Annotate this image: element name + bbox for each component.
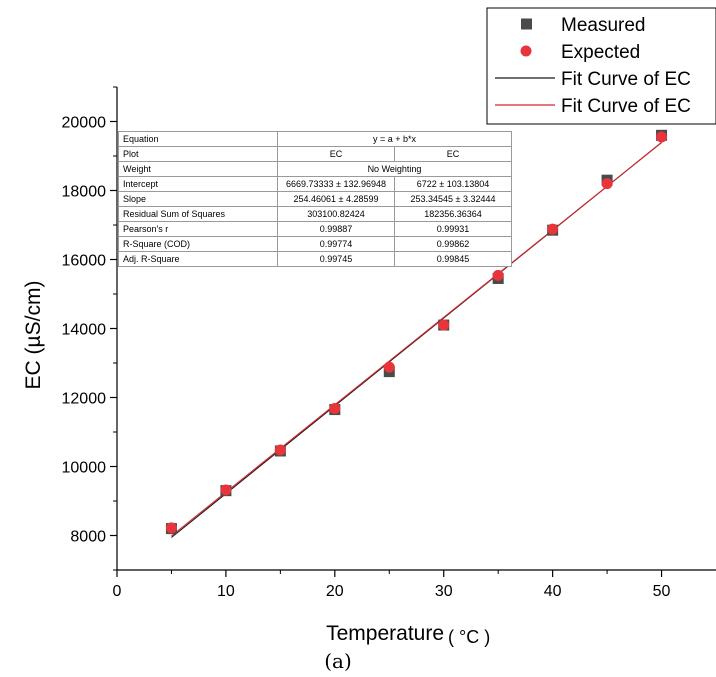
x-tick-label: 10 [217,583,235,600]
y-tick-label: 12000 [62,391,107,408]
stats-value: 6669.73333 ± 132.96948 [277,176,395,192]
fit-lines [171,142,662,538]
expected-point [438,319,450,331]
fit-line-2 [171,142,662,537]
stats-value: 303100.82424 [277,206,395,222]
legend-marker-expected [520,45,532,57]
stats-value: EC [394,146,512,162]
data-points [165,129,668,535]
legend-label: Measured [561,15,646,36]
stats-value: 0.99774 [277,236,395,252]
legend-marker-measured [521,18,532,30]
y-tick-label: 20000 [62,115,107,132]
stats-value: 254.46061 ± 4.28599 [277,191,395,207]
expected-point [656,131,668,143]
stats-row-label: Equation [118,131,278,147]
expected-point [547,223,559,235]
stats-value: 0.99862 [394,236,512,252]
y-tick-label: 14000 [62,322,107,339]
y-tick-label: 10000 [62,460,107,477]
stats-span-value: No Weighting [277,161,512,177]
stats-row-label: Residual Sum of Squares [118,206,278,222]
stats-row: Weight No Weighting [118,161,512,177]
stats-value: 253.34545 ± 3.32444 [394,191,512,207]
stats-value: 0.99845 [394,251,512,267]
stats-row: Pearson's r 0.99887 0.99931 [118,221,512,237]
x-tick-label: 20 [326,583,344,600]
axes: 0 10 20 30 40 50 8000 10000 12000 14000 16000 18000… [62,86,716,600]
stats-row: Plot EC EC [118,146,512,162]
stats-row-label: Adj. R-Square [118,251,278,267]
legend-label: Fit Curve of EC [561,69,691,90]
legend: Measured Expected Fit Curve of EC Fit Curve… [486,7,716,125]
y-tick-label: 8000 [70,529,106,546]
expected-point [220,484,232,496]
stats-row: Intercept 6669.73333 ± 132.96948 6722 ± 10… [118,176,512,192]
expected-point [165,522,177,534]
stats-value: 182356.36364 [394,206,512,222]
stats-row-label: Plot [118,146,278,162]
x-tick-label: 30 [435,583,453,600]
stats-row-label: Slope [118,191,278,207]
x-tick-label: 0 [113,583,122,600]
x-axis-unit: ( °C ) [448,627,490,647]
y-tick-label: 18000 [62,184,107,201]
stats-row-label: Weight [118,161,278,177]
stats-value: 6722 ± 103.13804 [394,176,512,192]
x-axis-title: Temperature [326,622,444,645]
stats-row: Residual Sum of Squares 303100.82424 18235… [118,206,512,222]
stats-row-label: R-Square (COD) [118,236,278,252]
expected-point [274,444,286,456]
expected-point [383,361,395,373]
stats-row: Adj. R-Square 0.99745 0.99845 [118,251,512,267]
stats-row-label: Pearson's r [118,221,278,237]
y-tick-label: 16000 [62,253,107,270]
stats-value: 0.99931 [394,221,512,237]
figure-caption: (a) [324,649,352,673]
stats-row: Slope 254.46061 ± 4.28599 253.34545 ± 3.32… [118,191,512,207]
stats-row: Equation y = a + b*x [118,131,512,147]
y-axis-title: EC (µS/cm) [22,281,45,390]
stats-span-value: y = a + b*x [277,131,512,147]
legend-label: Fit Curve of EC [561,96,691,117]
stats-value: 0.99887 [277,221,395,237]
x-tick-label: 40 [544,583,562,600]
stats-value: EC [277,146,395,162]
legend-label: Expected [561,42,640,63]
expected-point [329,403,341,415]
fit-statistics-table: Equation y = a + b*x Plot EC EC Weight No Weig… [118,131,512,267]
expected-point [601,178,613,190]
expected-point [492,269,504,281]
stats-value: 0.99745 [277,251,395,267]
stats-row-label: Intercept [118,176,278,192]
x-tick-label: 50 [653,583,671,600]
stats-row: R-Square (COD) 0.99774 0.99862 [118,236,512,252]
